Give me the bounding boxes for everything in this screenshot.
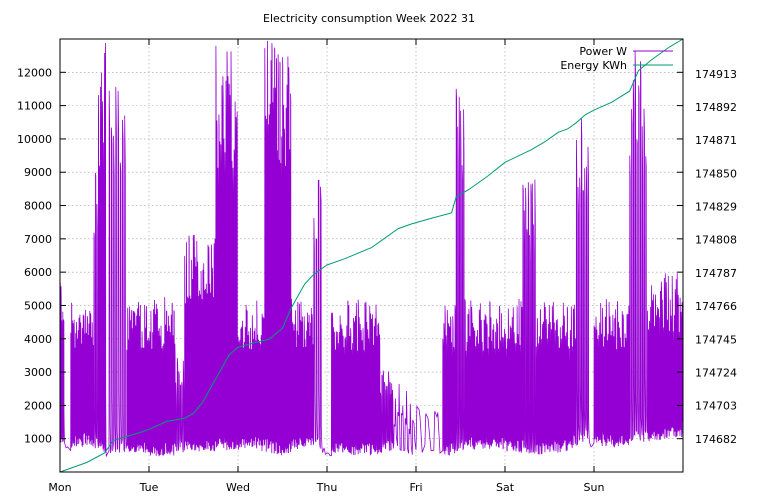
- y-left-tick-label: 7000: [24, 233, 52, 246]
- y-right-tick-label: 174766: [695, 300, 737, 313]
- x-tick-label: Sat: [496, 481, 515, 494]
- energy-series: [59, 38, 684, 473]
- chart-title: Electricity consumption Week 2022 31: [263, 12, 475, 25]
- y-left-tick-label: 8000: [24, 200, 52, 213]
- y-right-tick-label: 174724: [695, 366, 737, 379]
- y-left-tick-label: 3000: [24, 366, 52, 379]
- y-left-tick-label: 1000: [24, 433, 52, 446]
- x-tick-label: Fri: [409, 481, 422, 494]
- x-axis: Mon Tue Wed Thu Fri Sat Sun: [48, 39, 604, 494]
- y-left-tick-label: 11000: [17, 100, 52, 113]
- x-tick-label: Wed: [226, 481, 250, 494]
- y-right-tick-label: 174787: [695, 267, 737, 280]
- legend-label-energy: Energy KWh: [560, 59, 627, 72]
- y-right-tick-label: 174808: [695, 234, 737, 247]
- left-axis: 1000 2000 3000 4000 5000 6000 7000 8000 9000 1000…: [17, 66, 683, 446]
- y-right-tick-label: 174682: [695, 433, 737, 446]
- y-left-tick-label: 10000: [17, 133, 52, 146]
- x-tick-label: Tue: [139, 481, 159, 494]
- plot-frame: [59, 38, 684, 473]
- y-left-tick-label: 5000: [24, 299, 52, 312]
- y-right-tick-label: 174913: [695, 68, 737, 81]
- y-right-tick-label: 174703: [695, 400, 737, 413]
- y-left-tick-label: 12000: [17, 66, 52, 79]
- x-tick-label: Mon: [48, 481, 71, 494]
- y-right-tick-label: 174745: [695, 333, 737, 346]
- y-left-tick-label: 4000: [24, 333, 52, 346]
- legend: Power W Energy KWh: [560, 45, 673, 72]
- y-left-tick-label: 9000: [24, 166, 52, 179]
- power-series: [59, 40, 684, 457]
- y-right-tick-label: 174850: [695, 167, 737, 180]
- legend-label-power: Power W: [579, 45, 627, 58]
- y-left-tick-label: 2000: [24, 399, 52, 412]
- x-tick-label: Thu: [316, 481, 338, 494]
- y-right-tick-label: 174892: [695, 101, 737, 114]
- power-line: [59, 40, 684, 457]
- y-left-tick-label: 6000: [24, 266, 52, 279]
- y-right-tick-label: 174871: [695, 134, 737, 147]
- energy-line: [59, 38, 684, 473]
- right-axis: 174682 174703 174724 174745 174766 174787 1748…: [695, 68, 737, 446]
- x-tick-label: Sun: [584, 481, 605, 494]
- y-right-tick-label: 174829: [695, 201, 737, 214]
